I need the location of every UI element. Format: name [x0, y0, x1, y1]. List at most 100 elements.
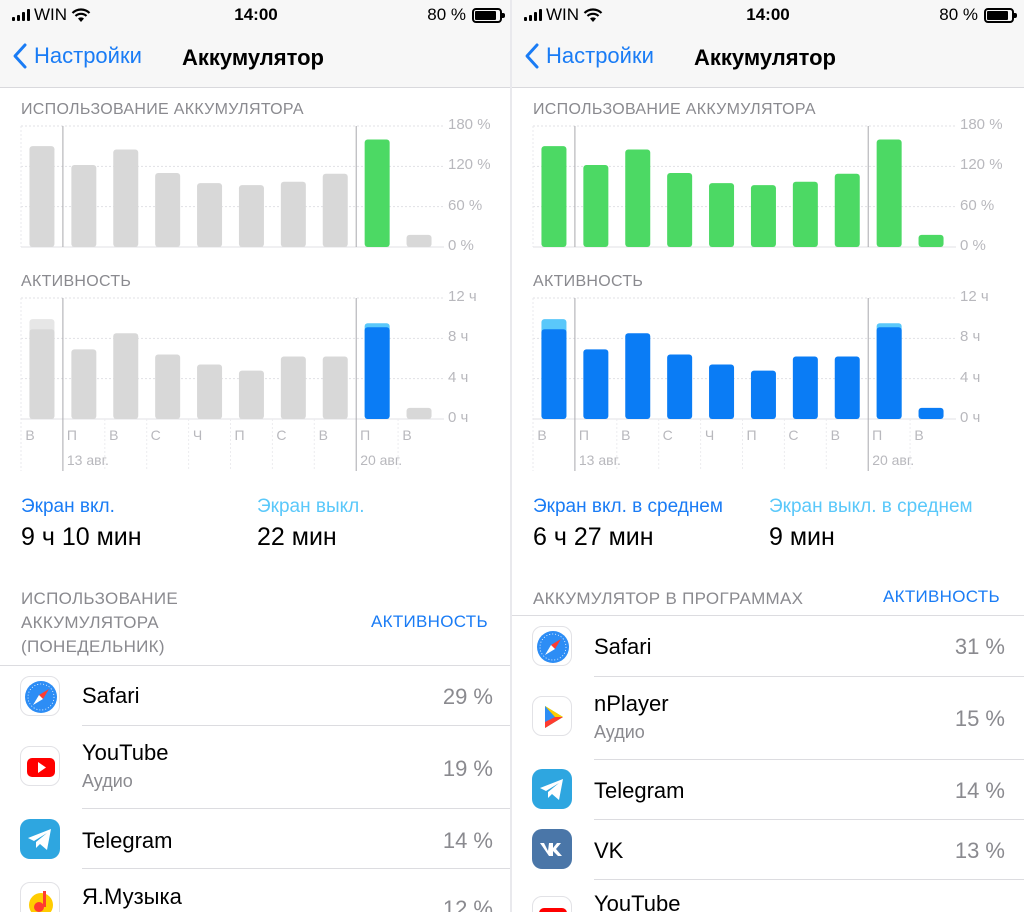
- app-percent: 14 %: [954, 778, 1005, 803]
- activity-heading: АКТИВНОСТЬ: [533, 273, 644, 290]
- day-label: В: [914, 427, 924, 443]
- activity-bar[interactable]: [667, 354, 693, 419]
- activity-toggle-button[interactable]: АКТИВНОСТЬ: [883, 587, 1000, 606]
- battery-bar[interactable]: [280, 181, 306, 247]
- battery-icon: [472, 7, 505, 23]
- yandex-music-icon: [20, 882, 60, 912]
- activity-bar[interactable]: [155, 354, 181, 419]
- status-time: 14:00: [746, 5, 790, 24]
- app-name: Я.Музыка: [82, 884, 182, 909]
- nav-bar: Настройки Аккумулятор: [0, 30, 512, 88]
- battery-bar[interactable]: [113, 149, 139, 247]
- y-tick-label: 12 ч: [960, 288, 989, 305]
- activity-svg: [532, 297, 956, 471]
- wifi-icon: [583, 7, 603, 22]
- activity-bar[interactable]: [29, 329, 55, 419]
- day-label: В: [830, 427, 840, 443]
- app-list-heading-line: (ПОНЕДЕЛЬНИК): [21, 637, 165, 656]
- screen-on-label: Экран вкл.: [21, 496, 115, 517]
- battery-bar[interactable]: [792, 181, 818, 247]
- activity-bar[interactable]: [406, 407, 432, 419]
- battery-bar[interactable]: [322, 173, 348, 247]
- battery-bar[interactable]: [625, 149, 651, 247]
- app-name: YouTube: [594, 891, 681, 912]
- back-button[interactable]: Настройки: [524, 42, 654, 70]
- y-tick-label: 180 %: [960, 116, 1003, 133]
- telegram-icon: [20, 819, 60, 859]
- battery-bar[interactable]: [834, 173, 860, 247]
- youtube-icon: [532, 896, 572, 912]
- y-tick-label: 0 %: [448, 237, 474, 254]
- activity-bar[interactable]: [364, 327, 390, 419]
- activity-toggle-button[interactable]: АКТИВНОСТЬ: [371, 612, 488, 631]
- day-label: П: [234, 427, 245, 443]
- battery-chart[interactable]: 180 % 120 % 60 % 0 %: [512, 116, 1024, 324]
- app-list-heading-line: ИСПОЛЬЗОВАНИЕ: [21, 589, 179, 608]
- activity-bar[interactable]: [918, 407, 944, 419]
- chevron-left-icon: [525, 43, 539, 69]
- right-screen: WIN 14:00 80 % Настройки Аккумулятор: [512, 0, 1024, 912]
- back-button[interactable]: Настройки: [12, 42, 142, 70]
- app-subtitle: Аудио: [594, 722, 645, 742]
- battery-bar[interactable]: [667, 173, 693, 247]
- battery-bar[interactable]: [541, 146, 567, 247]
- activity-bar[interactable]: [583, 349, 609, 419]
- screen-off-label: Экран выкл. в среднем: [769, 496, 973, 517]
- activity-bar[interactable]: [113, 333, 139, 419]
- battery-bar[interactable]: [155, 173, 181, 247]
- nplayer-icon: [532, 696, 572, 736]
- app-percent: 19 %: [442, 756, 493, 781]
- battery-chart[interactable]: 180 % 120 % 60 % 0 %: [0, 116, 512, 324]
- youtube-icon: [20, 746, 60, 786]
- app-percent: 15 %: [954, 706, 1005, 731]
- day-label: Ч: [192, 427, 203, 443]
- day-label: Ч: [704, 427, 715, 443]
- activity-bar[interactable]: [322, 356, 348, 419]
- battery-bar[interactable]: [876, 139, 902, 247]
- activity-bar[interactable]: [238, 370, 264, 419]
- y-tick-label: 0 ч: [448, 409, 469, 426]
- activity-bar[interactable]: [197, 364, 223, 419]
- day-label: П: [578, 427, 589, 443]
- battery-bar[interactable]: [71, 164, 97, 247]
- activity-heading: АКТИВНОСТЬ: [21, 273, 132, 290]
- activity-bar[interactable]: [625, 333, 651, 419]
- battery-bar[interactable]: [750, 185, 776, 247]
- battery-bar[interactable]: [29, 146, 55, 247]
- screen-divider: [510, 0, 513, 912]
- app-name: YouTube: [82, 740, 169, 765]
- battery-bar[interactable]: [918, 234, 944, 247]
- y-tick-label: 4 ч: [960, 368, 981, 386]
- day-label: В: [402, 427, 412, 443]
- day-label: П: [746, 427, 757, 443]
- divider: [594, 819, 1024, 820]
- screen-on-value: 9 ч 10 мин: [21, 523, 142, 551]
- carrier-label: WIN: [34, 5, 68, 24]
- activity-bar[interactable]: [792, 356, 818, 419]
- wifi-icon: [71, 7, 91, 22]
- activity-bar[interactable]: [834, 356, 860, 419]
- activity-bar[interactable]: [280, 356, 306, 419]
- activity-bar[interactable]: [750, 370, 776, 419]
- battery-bar[interactable]: [364, 139, 390, 247]
- screen-off-value: 9 мин: [769, 523, 835, 551]
- divider: [594, 676, 1024, 677]
- activity-bar[interactable]: [876, 327, 902, 419]
- battery-bar[interactable]: [406, 234, 432, 247]
- status-bar: WIN 14:00 80 %: [0, 0, 512, 30]
- battery-bar[interactable]: [709, 183, 735, 247]
- day-label: С: [150, 427, 161, 443]
- battery-bar[interactable]: [583, 164, 609, 247]
- y-tick-label: 0 %: [960, 237, 986, 254]
- day-label: В: [318, 427, 328, 443]
- activity-bar[interactable]: [709, 364, 735, 419]
- activity-bar[interactable]: [71, 349, 97, 419]
- battery-bar[interactable]: [238, 185, 264, 247]
- activity-bar[interactable]: [541, 329, 567, 419]
- date-label: 20 авг.: [360, 452, 403, 468]
- battery-bar[interactable]: [197, 183, 223, 247]
- y-tick-label: 12 ч: [448, 288, 477, 305]
- chevron-left-icon: [13, 43, 27, 69]
